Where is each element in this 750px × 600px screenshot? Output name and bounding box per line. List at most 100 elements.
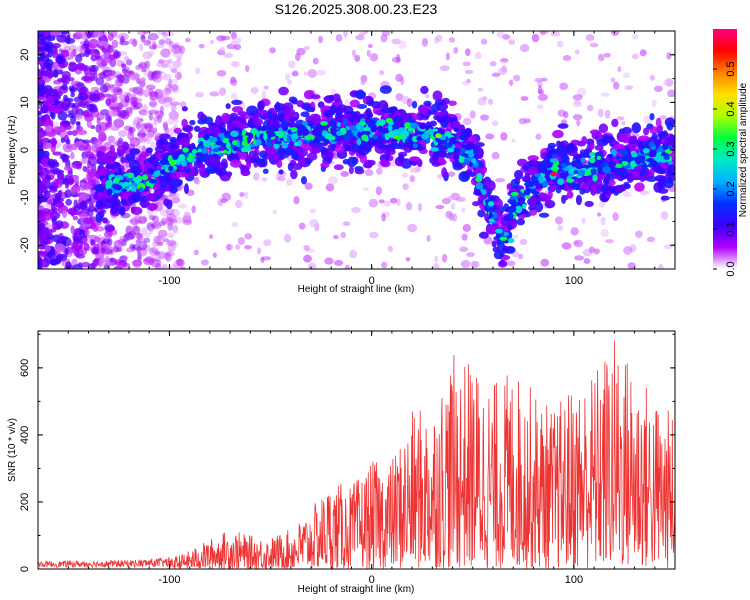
heatmap-cell	[595, 159, 603, 166]
heatmap-cell	[79, 181, 85, 187]
heatmap-cell	[181, 118, 188, 128]
heatmap-cell	[199, 140, 204, 146]
heatmap-cell	[39, 38, 46, 46]
heatmap-cell	[381, 31, 391, 37]
heatmap-cell	[499, 236, 508, 241]
heatmap-cell	[138, 187, 144, 193]
heatmap-cell	[93, 236, 101, 243]
x-tick-label: -100	[158, 275, 180, 287]
heatmap-cell	[616, 116, 625, 121]
heatmap-cell	[90, 125, 96, 130]
heatmap-cell	[155, 251, 167, 259]
heatmap-cell	[197, 118, 207, 125]
heatmap-cell	[82, 111, 90, 117]
heatmap-cell	[215, 161, 228, 171]
heatmap-cell	[330, 144, 337, 150]
heatmap-cell	[337, 104, 347, 113]
heatmap-cell	[158, 251, 166, 260]
heatmap-cell	[447, 171, 456, 177]
heatmap-cell	[651, 133, 659, 141]
heatmap-cell	[164, 127, 170, 135]
heatmap-cell	[54, 243, 66, 253]
heatmap-cell	[169, 110, 179, 121]
heatmap-cell	[146, 134, 152, 145]
heatmap-cell	[141, 227, 148, 236]
heatmap-cell	[409, 122, 418, 129]
heatmap-cell	[369, 53, 379, 62]
spectrogram-heatmap	[38, 31, 675, 269]
heatmap-cell	[343, 134, 350, 141]
heatmap-cell	[154, 145, 167, 153]
heatmap-cell	[306, 152, 318, 161]
heatmap-cell	[606, 153, 614, 158]
heatmap-cell	[539, 31, 549, 35]
heatmap-cell	[613, 81, 620, 90]
heatmap-cell	[639, 190, 650, 196]
heatmap-cell	[163, 73, 172, 81]
heatmap-cell	[51, 167, 61, 175]
heatmap-cell	[453, 47, 459, 54]
heatmap-cell	[104, 230, 113, 239]
heatmap-cell	[281, 120, 287, 127]
heatmap-cell	[64, 248, 69, 256]
heatmap-cell	[397, 153, 405, 165]
heatmap-cell	[261, 177, 268, 182]
heatmap-cell	[197, 111, 205, 120]
heatmap-cell	[573, 101, 582, 108]
heatmap-cell	[65, 138, 71, 145]
heatmap-cell	[142, 104, 148, 113]
heatmap-cell	[507, 224, 512, 231]
heatmap-cell	[310, 94, 321, 100]
heatmap-cell	[171, 44, 180, 49]
heatmap-cell	[320, 162, 330, 169]
heatmap-cell	[622, 191, 632, 198]
heatmap-cell	[156, 235, 163, 241]
heatmap-cell	[65, 261, 72, 269]
heatmap-cell	[82, 217, 94, 224]
colorbar: 0.0 0.1 0.2 0.3 0.4 0.5 Normalized spectral a…	[713, 29, 749, 277]
heatmap-cell	[303, 244, 310, 251]
heatmap-cell	[378, 199, 385, 204]
heatmap-cell	[464, 127, 473, 138]
heatmap-cell	[171, 83, 179, 92]
heatmap-cell	[650, 160, 658, 167]
heatmap-cell	[93, 257, 99, 267]
heatmap-cell	[325, 183, 335, 192]
heatmap-cell	[221, 112, 231, 124]
heatmap-cell	[508, 39, 516, 45]
heatmap-cell	[139, 43, 144, 52]
heatmap-cell	[142, 31, 149, 35]
heatmap-cell	[152, 70, 162, 79]
heatmap-cell	[81, 261, 91, 268]
heatmap-cell	[250, 143, 256, 148]
heatmap-cell	[117, 74, 125, 84]
heatmap-cell	[125, 153, 136, 162]
heatmap-cell	[581, 217, 586, 224]
heatmap-cell	[566, 142, 576, 153]
y-tick-label: -20	[19, 237, 31, 253]
figure-title: S126.2025.308.00.23.E23	[275, 1, 438, 17]
heatmap-cell	[98, 130, 106, 139]
heatmap-cell	[216, 69, 227, 77]
heatmap-cell	[342, 221, 351, 227]
heatmap-cell	[149, 99, 158, 108]
heatmap-cell	[72, 215, 79, 221]
heatmap-cell	[246, 136, 252, 143]
heatmap-cell	[154, 250, 161, 256]
heatmap-cell	[101, 48, 108, 54]
x-tick-label: -100	[158, 574, 180, 586]
heatmap-cell	[107, 32, 114, 41]
heatmap-cell	[272, 209, 278, 215]
heatmap-cell	[138, 78, 146, 85]
heatmap-cell	[594, 144, 604, 151]
heatmap-cell	[600, 216, 606, 226]
heatmap-cell	[52, 151, 62, 156]
heatmap-cell	[160, 48, 171, 58]
heatmap-cell	[60, 137, 66, 143]
heatmap-cell	[181, 106, 188, 112]
heatmap-cell	[366, 119, 376, 127]
heatmap-cell	[597, 212, 602, 217]
heatmap-cell	[391, 142, 404, 150]
heatmap-cell	[194, 179, 201, 185]
